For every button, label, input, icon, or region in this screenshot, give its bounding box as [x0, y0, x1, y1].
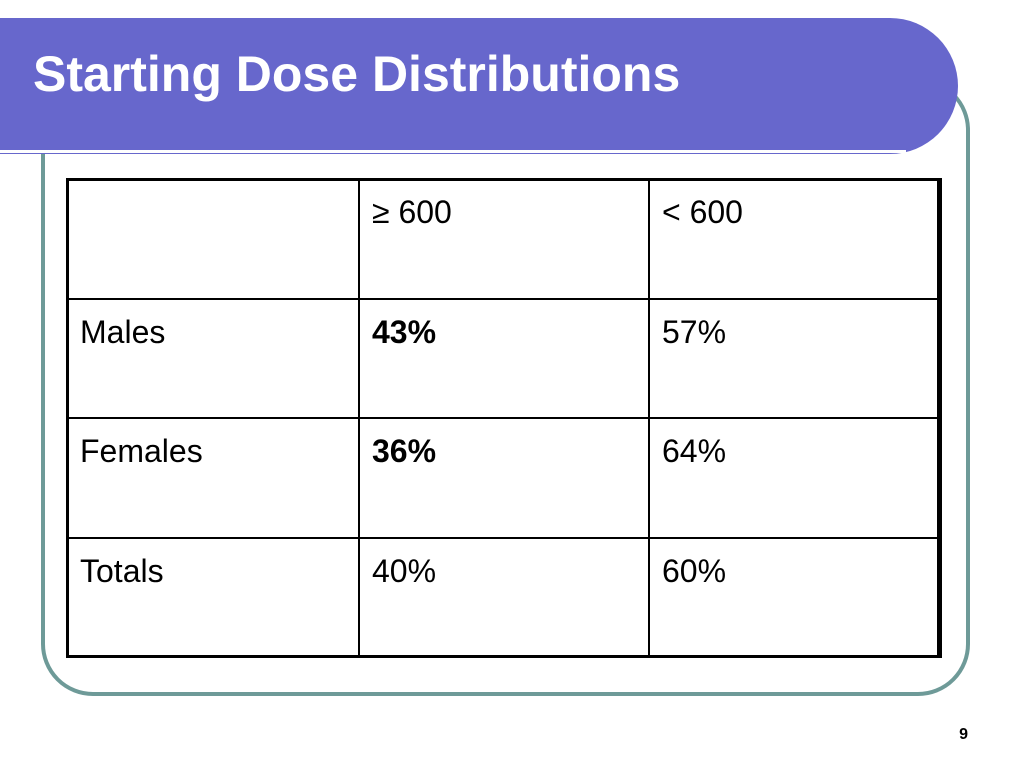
row-label: Totals: [66, 536, 360, 658]
header-cell-ge600: ≥ 600: [358, 178, 650, 300]
slide-title: Starting Dose Distributions: [33, 46, 681, 102]
dose-distribution-table: ≥ 600 < 600 Males 43% 57% Females 36% 64…: [66, 178, 942, 658]
cell-ge600: 40%: [358, 536, 650, 658]
row-label: Males: [66, 297, 360, 419]
title-bar: [0, 18, 958, 154]
table-row: Females 36% 64%: [66, 417, 942, 539]
table-row: Totals 40% 60%: [66, 536, 942, 658]
cell-lt600: 64%: [648, 417, 942, 539]
header-cell-empty: [66, 178, 360, 300]
header-cell-lt600: < 600: [648, 178, 942, 300]
table-row: Males 43% 57%: [66, 297, 942, 419]
table-header-row: ≥ 600 < 600: [66, 178, 942, 300]
row-label: Females: [66, 417, 360, 539]
cell-ge600: 36%: [358, 417, 650, 539]
cell-ge600: 43%: [358, 297, 650, 419]
cell-lt600: 60%: [648, 536, 942, 658]
page-number: 9: [959, 726, 968, 743]
cell-lt600: 57%: [648, 297, 942, 419]
title-underline: [0, 150, 906, 153]
